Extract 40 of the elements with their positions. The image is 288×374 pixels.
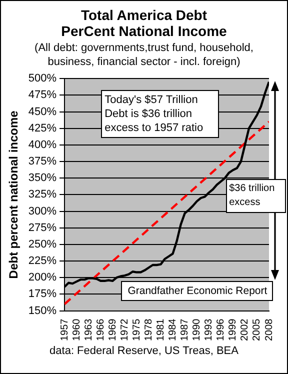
y-axis-title: Debt percent national income [6,110,21,279]
x-tick-label: 1969 [107,318,118,342]
x-tick-label: 1957 [59,318,70,342]
y-tick-label: 400% [28,138,57,151]
y-tick-label: 500% [28,72,57,85]
x-tick-label: 1972 [119,318,130,342]
y-tick-label: 300% [28,205,57,218]
x-tick-label: 1975 [131,318,142,342]
x-tick-label: 1966 [95,318,106,342]
y-tick-label: 375% [28,156,57,168]
x-tick-label: 1993 [204,318,215,342]
y-tick-label: 350% [28,172,57,184]
x-tick-label: 1987 [180,318,191,342]
y-tick-label: 200% [28,272,57,284]
y-tick-label: 225% [28,255,57,268]
y-tick-label: 175% [28,288,57,300]
y-tick-label: 250% [28,238,57,250]
text: data: Federal Reserve, US Treas, BEA [48,345,240,357]
y-tick-label: 425% [28,122,57,134]
chart-subtitle: (All debt: governments,trust fund, household, business, financial sector - incl. foreign) [34,41,254,69]
y-tick-label: 450% [28,106,57,118]
note-box: Grandfather Economic Report [121,280,274,301]
y-tick-label: 150% [28,304,57,317]
x-tick-label: 1984 [168,318,179,342]
x-tick-label: 1963 [83,318,94,342]
x-tick-label: 1978 [143,318,154,342]
y-tick-label: 275% [28,222,57,234]
x-tick-label: 1999 [228,318,239,342]
x-tick-label: 2005 [252,318,263,342]
x-tick-label: 1996 [216,318,227,342]
x-tick-label: 2002 [240,318,251,342]
x-tick-label: 1981 [156,318,167,342]
x-tick-label: 2008 [264,318,275,342]
x-tick-label: 1990 [192,318,203,342]
x-tick-label: 1960 [71,318,82,342]
chart-title: Total America Debt PerCent National Income [60,7,228,39]
y-tick-label: 475% [28,89,57,102]
note-box: $36 trillion excess [226,179,286,214]
note-box: Today's $57 Trillion Debt is $36 trillion excess to 1957 ratio [100,90,219,138]
y-tick-label: 325% [28,188,57,201]
